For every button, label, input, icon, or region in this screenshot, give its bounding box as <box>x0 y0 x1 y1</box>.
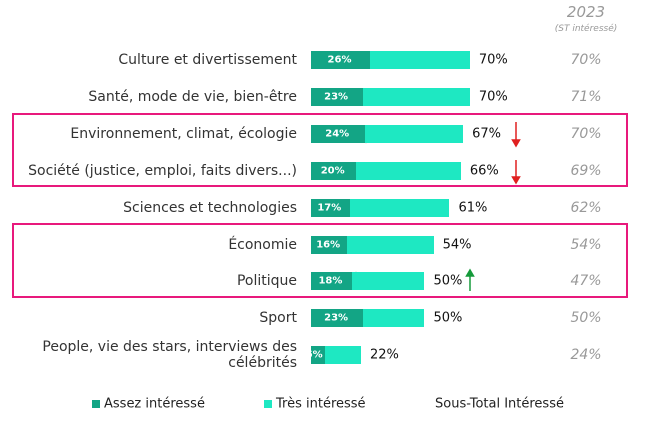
total-label: 66% <box>469 163 499 179</box>
bar-segment <box>311 235 348 254</box>
highlight-box <box>12 113 628 187</box>
category-label: Environnement, climat, écologie <box>70 125 297 142</box>
comparison-subtitle: (ST intéressé) <box>554 24 618 34</box>
bar-segment <box>363 309 425 328</box>
segment-label: 20% <box>320 165 345 177</box>
legend-swatch <box>264 400 272 408</box>
comparison-label: 69% <box>570 162 602 179</box>
category-label: Économie <box>228 236 297 253</box>
category-label: Politique <box>236 273 297 290</box>
bar-segment <box>349 198 450 217</box>
total-label: 50% <box>433 310 463 326</box>
legend-swatch <box>92 400 100 408</box>
segment-label: 18% <box>318 275 343 287</box>
bar-segment <box>311 124 366 143</box>
comparison-label: 54% <box>570 236 602 253</box>
segment-label: 23% <box>324 91 349 103</box>
comparison-label: 70% <box>570 125 602 142</box>
total-label: 50% <box>433 273 463 289</box>
total-label: 70% <box>478 89 508 105</box>
legend-label: Assez intéressé <box>104 396 205 412</box>
total-label: 54% <box>442 237 472 252</box>
category-label: Santé, mode de vie, bien-être <box>88 88 297 105</box>
legend-label: Sous-Total Intéressé <box>435 396 564 412</box>
comparison-label: 47% <box>570 273 602 290</box>
total-label: 61% <box>458 200 488 216</box>
bar-segment <box>363 87 470 106</box>
total-label: 67% <box>472 126 501 142</box>
comparison-label: 24% <box>570 347 602 364</box>
bar-segment <box>324 346 361 365</box>
segment-label: 23% <box>324 312 349 324</box>
total-label: 70% <box>478 52 508 68</box>
category-label: Culture et divertissement <box>118 52 297 68</box>
total-label: 22% <box>369 347 399 363</box>
category-label: Société (justice, emploi, faits divers..… <box>28 162 297 179</box>
comparison-title: 2023 <box>566 3 606 21</box>
comparison-label: 50% <box>570 310 602 327</box>
highlight-box <box>12 223 628 298</box>
category-label: Sport <box>259 310 297 327</box>
bar-segment <box>311 161 357 180</box>
comparison-label: 62% <box>570 199 602 216</box>
segment-label: 16% <box>316 239 341 250</box>
category-label: Sciences et technologies <box>123 199 297 216</box>
comparison-label: 71% <box>570 88 602 105</box>
comparison-label: 70% <box>570 52 602 68</box>
bar-segment <box>347 235 434 254</box>
category-label: People, vie des stars, interviews des cé… <box>42 339 297 372</box>
bar-segment <box>370 51 470 69</box>
segment-label: 24% <box>325 128 350 140</box>
segment-label: 6% <box>311 349 323 361</box>
segment-label: 26% <box>327 54 352 66</box>
bar-segment <box>311 309 364 328</box>
bar-segment <box>356 161 461 180</box>
segment-label: 17% <box>317 202 342 214</box>
bar-segment <box>311 272 352 291</box>
bar-segment <box>311 198 350 217</box>
bar-segment <box>351 272 425 291</box>
bar-segment <box>311 87 364 106</box>
bar-segment <box>311 346 325 365</box>
legend-label: Très intéressé <box>276 396 366 412</box>
bar-segment <box>365 124 464 143</box>
bar-segment <box>311 51 371 69</box>
